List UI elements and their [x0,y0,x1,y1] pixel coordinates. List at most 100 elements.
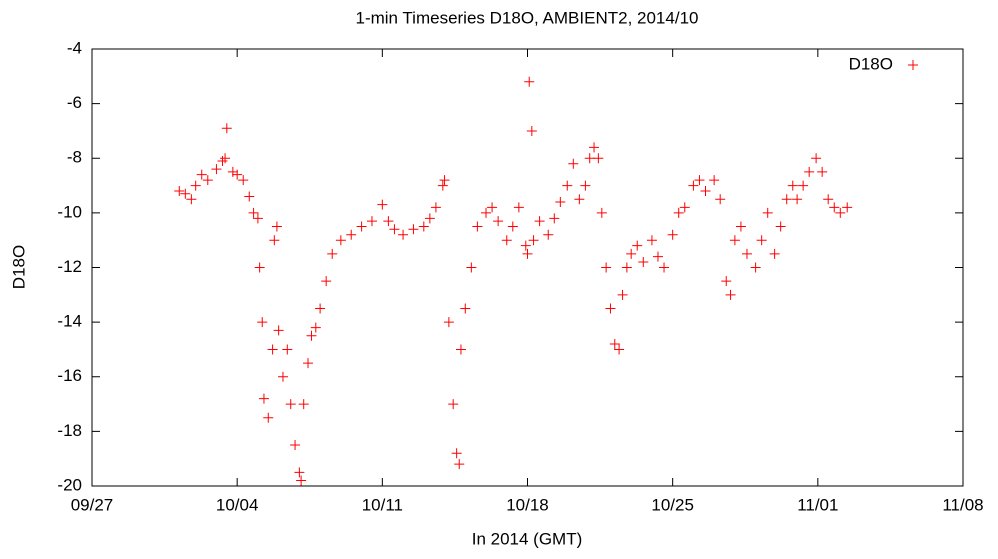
data-point [220,153,231,164]
data-point [232,169,243,180]
data-point [282,344,293,355]
data-point [383,216,394,227]
x-tick-label: 10/18 [506,495,549,514]
data-point [443,317,454,328]
data-point [524,76,535,87]
data-point [842,202,853,213]
x-tick-label: 11/08 [942,495,983,514]
data-point [817,166,828,177]
data-point [688,180,699,191]
data-point [257,317,268,328]
data-point [787,180,798,191]
data-point [574,194,585,205]
data-point [528,235,539,246]
y-tick-label: -20 [57,475,82,494]
y-tick-label: -6 [67,93,82,112]
data-point [263,412,274,423]
data-point [335,235,346,246]
data-point [584,153,595,164]
data-point [448,399,459,410]
data-point [451,448,462,459]
data-point [487,202,498,213]
data-point [614,344,625,355]
y-tick-label: -4 [67,38,82,57]
data-point [269,235,280,246]
y-tick-label: -14 [57,312,82,331]
data-point [513,202,524,213]
data-point [217,155,228,166]
data-point [190,180,201,191]
data-point [601,262,612,273]
chart-title: 1-min Timeseries D18O, AMBIENT2, 2014/10 [356,8,699,27]
data-point [424,213,435,224]
data-point [792,194,803,205]
plot-frame [91,48,964,487]
data-point [522,248,533,259]
data-point [694,175,705,186]
data-point [507,221,518,232]
data-point [244,191,255,202]
data-point [294,467,305,478]
data-point [735,221,746,232]
legend: D18O [849,54,918,73]
data-point [617,289,628,300]
data-point [267,344,278,355]
data-point [526,125,537,136]
y-tick-label: -8 [67,148,82,167]
data-point [721,276,732,287]
x-tick-label: 10/04 [216,495,259,514]
data-point [811,153,822,164]
data-point [310,322,321,333]
data-point [609,338,620,349]
data-point [589,142,600,153]
data-point [238,175,249,186]
data-point [626,248,637,259]
data-point [437,180,448,191]
data-point [829,202,840,213]
data-point [562,180,573,191]
x-tick-label: 11/01 [797,495,838,514]
data-point [248,207,259,218]
data-point [186,194,197,205]
data-point [196,169,207,180]
data-point [725,289,736,300]
data-point [408,224,419,235]
data-point [366,216,377,227]
data-point [227,166,238,177]
data-point [632,240,643,251]
data-point [327,248,338,259]
data-point [356,221,367,232]
y-tick-label: -12 [57,257,82,276]
data-point [455,344,466,355]
data-point [493,216,504,227]
y-tick-label: -10 [57,202,82,221]
data-point [804,166,815,177]
y-axis-label: D18O [9,245,28,289]
data-point [638,257,649,268]
data-point [221,123,232,134]
data-point [346,229,357,240]
data-point [756,235,767,246]
data-point [303,358,314,369]
data-point [277,371,288,382]
data-point [605,303,616,314]
data-point [454,459,465,470]
data-point [659,262,670,273]
data-point [667,229,678,240]
data-point [296,475,307,486]
data-point [543,229,554,240]
data-point [285,399,296,410]
y-tick-label: -16 [57,366,82,385]
data-point [555,196,566,207]
data-point [418,221,429,232]
data-point [762,207,773,218]
data-point [174,186,185,197]
data-point [481,207,492,218]
data-point [315,303,326,314]
data-point [621,262,632,273]
data-point [290,440,301,451]
data-point [439,175,450,186]
data-point [596,207,607,218]
data-point [520,240,531,251]
